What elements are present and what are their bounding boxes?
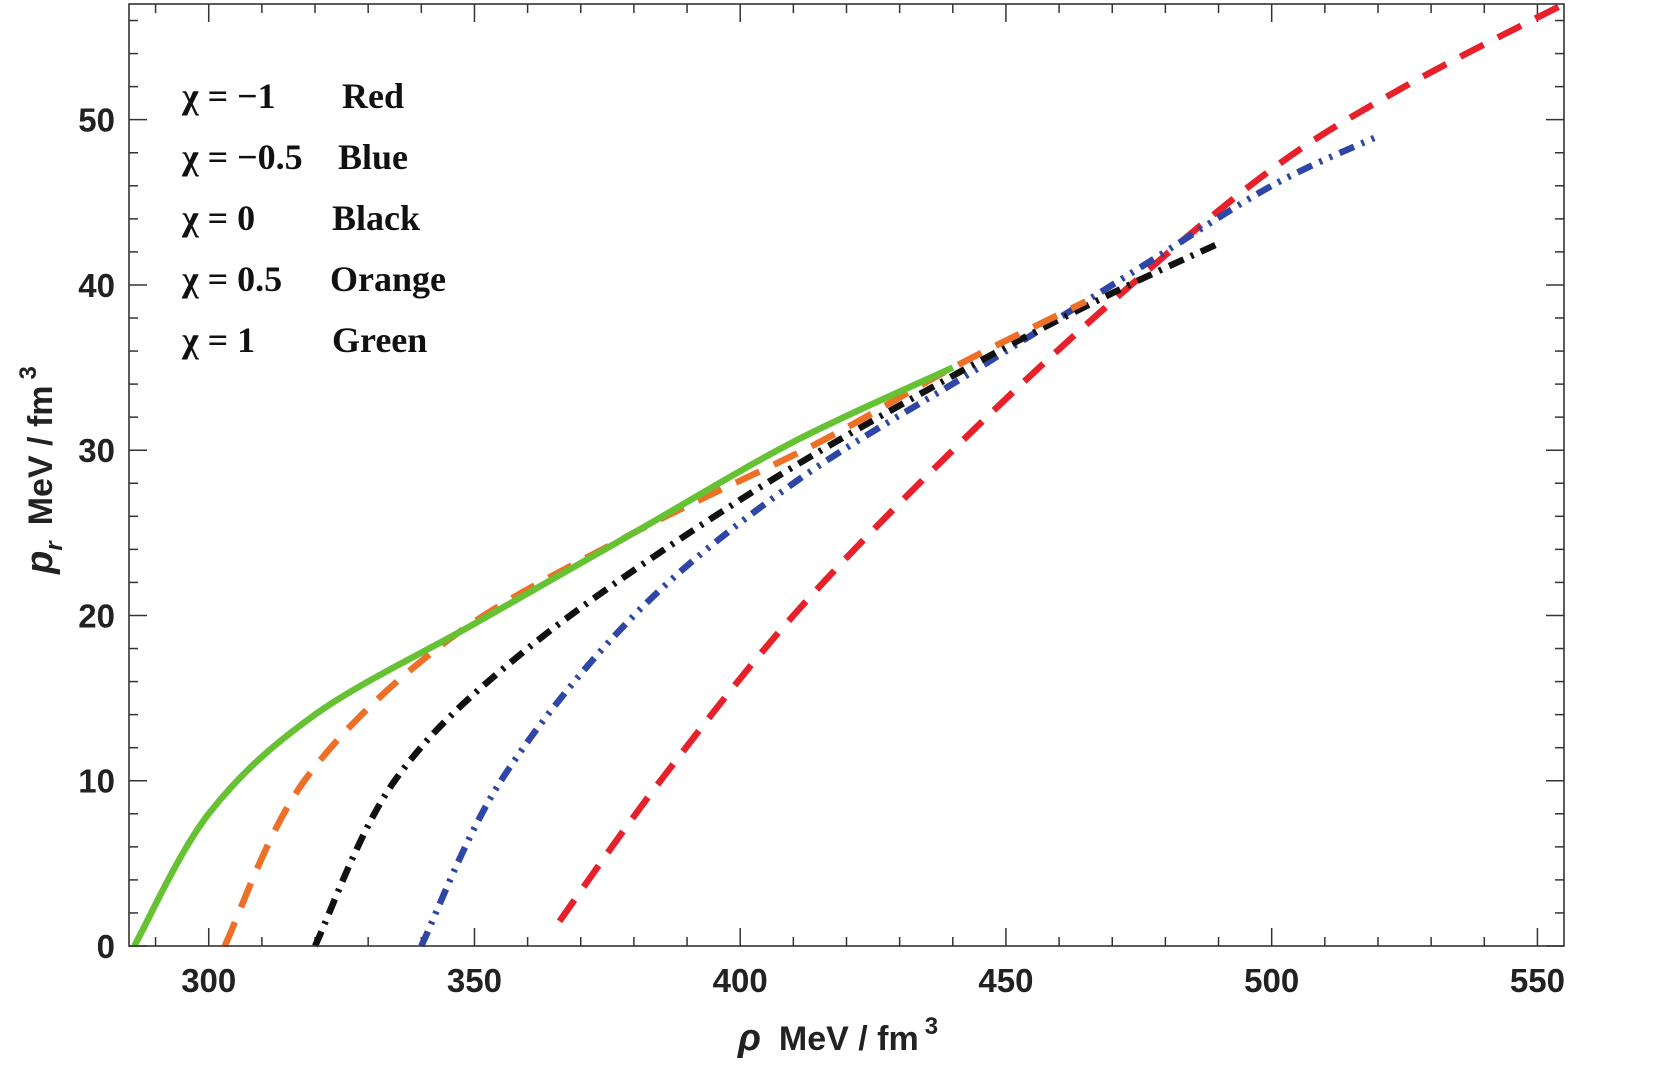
y-axis-symbol: p	[19, 551, 61, 575]
x-axis-label: ρ MeV / fm 3	[737, 1013, 938, 1059]
series-layer	[131, 1, 1566, 948]
x-tick-label: 300	[181, 962, 236, 999]
x-tick-label: 350	[447, 962, 502, 999]
y-axis-unit-exponent: 3	[15, 366, 42, 379]
y-axis-label: pr MeV / fm 3	[15, 366, 68, 575]
y-tick-label: 20	[78, 597, 115, 634]
legend-chi-value: χ = 0.5	[181, 259, 282, 299]
legend-color-name: Blue	[338, 137, 408, 177]
x-axis-unit-exponent: 3	[925, 1013, 938, 1040]
legend-chi-value: χ = −0.5	[181, 137, 303, 177]
x-tick-label: 400	[713, 962, 768, 999]
y-axis-symbol-subscript: r	[41, 540, 68, 551]
y-tick-label: 30	[78, 432, 115, 469]
tick-labels: 300 350 400 450 500 550 0 10 20 30 40 50	[78, 102, 1565, 999]
legend-color-name: Orange	[330, 259, 446, 299]
legend-color-name: Black	[332, 198, 420, 238]
plot-frame	[128, 3, 1565, 947]
series-line-green	[131, 364, 955, 948]
y-tick-label: 10	[78, 763, 115, 800]
legend-color-name: Green	[332, 320, 427, 360]
series-line-blue	[418, 133, 1380, 948]
legend-color-name: Red	[342, 76, 404, 116]
x-tick-label: 450	[978, 962, 1033, 999]
legend-chi-value: χ = 0	[181, 198, 255, 238]
x-tick-label: 550	[1510, 962, 1565, 999]
y-tick-label: 40	[78, 267, 115, 304]
y-axis-unit: MeV / fm	[22, 385, 60, 525]
legend: χ = −1 Red χ = −0.5 Blue χ = 0 Black χ = 0.5 Or…	[181, 76, 446, 360]
x-axis-symbol: ρ	[737, 1017, 761, 1059]
y-tick-label: 0	[97, 928, 115, 965]
series-line-black	[312, 240, 1220, 948]
tick-marks	[129, 4, 1564, 947]
x-tick-label: 500	[1244, 962, 1299, 999]
x-axis-unit: MeV / fm	[779, 1020, 919, 1058]
y-tick-label: 50	[78, 102, 115, 139]
legend-chi-value: χ = −1	[181, 76, 276, 116]
legend-chi-value: χ = 1	[181, 320, 255, 360]
